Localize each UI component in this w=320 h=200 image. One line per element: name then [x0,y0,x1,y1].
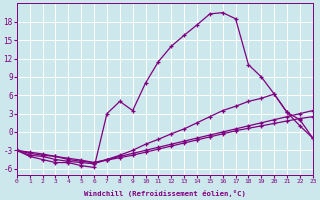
X-axis label: Windchill (Refroidissement éolien,°C): Windchill (Refroidissement éolien,°C) [84,190,246,197]
